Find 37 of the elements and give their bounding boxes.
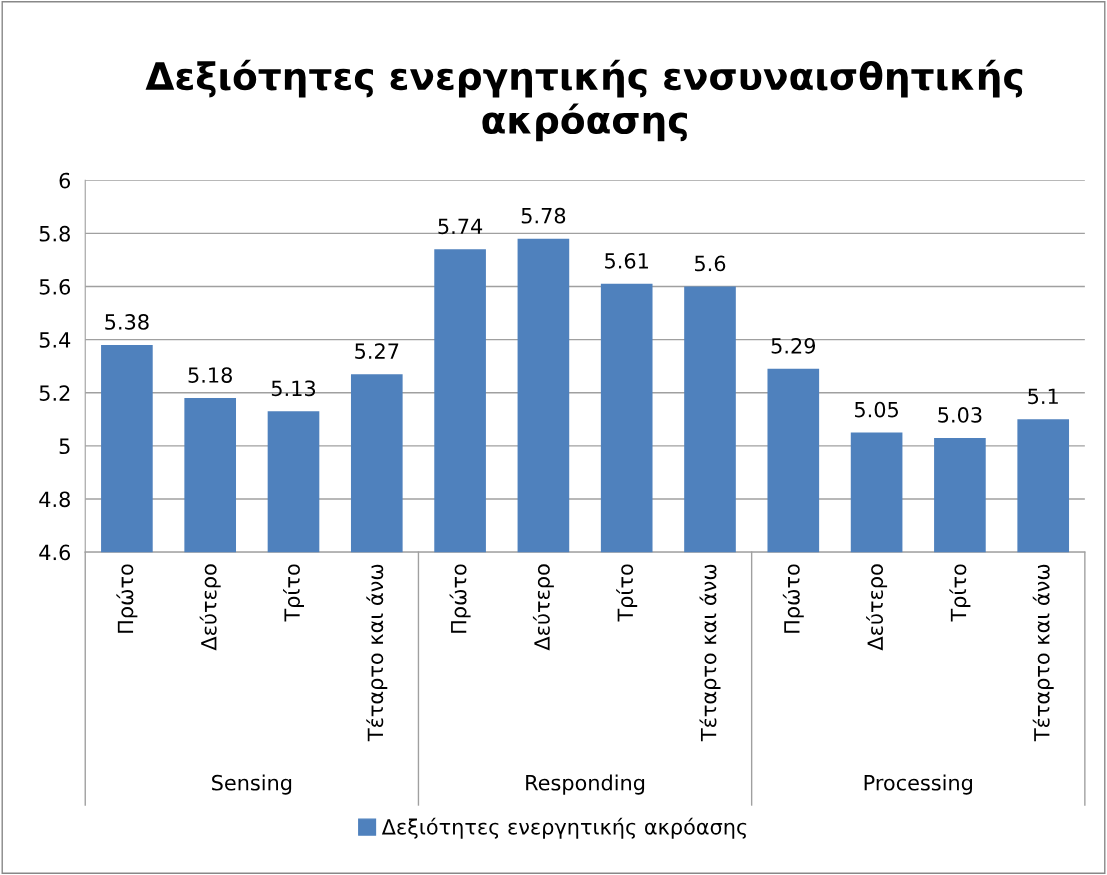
text: Responding	[526, 774, 645, 795]
data-label: 5.38	[105, 314, 149, 330]
data-label: 5.05	[855, 401, 898, 418]
data-label: 5.18	[188, 367, 232, 383]
text: Processing	[864, 774, 972, 795]
data-label: 5.29	[771, 337, 816, 354]
y-tick-label: 5.6	[39, 278, 71, 295]
y-tick-label: 5.8	[39, 225, 70, 242]
x-tick-label: Πρώτο	[116, 564, 138, 633]
data-label: 5.6	[695, 255, 726, 272]
x-tick-label: Πρώτο	[782, 564, 804, 633]
y-tick-label: 5.2	[39, 385, 70, 401]
y-tick-label: 5.4	[39, 332, 71, 348]
y-tick-label: 6	[59, 172, 71, 189]
data-label: 5.1	[1028, 388, 1058, 405]
data-label: 5.74	[438, 218, 483, 235]
chart-title: Δεξιότητες ενεργητικής ενσυναισθητικής ακρόασης	[145, 59, 1023, 142]
y-tick-label: 4.6	[39, 544, 71, 561]
text: Sensing	[212, 774, 292, 795]
x-tick-label: Δεύτερο	[199, 564, 221, 651]
data-label: 5.27	[355, 343, 399, 360]
data-label: 5.78	[521, 207, 566, 224]
legend-label: Δεξιότητες ενεργητικής ακρόασης	[381, 817, 747, 839]
data-label: 5.03	[938, 407, 982, 423]
x-tick-label: Τρίτο	[616, 564, 638, 622]
x-tick-label: Πρώτο	[449, 564, 471, 633]
x-tick-label: Τέταρτο και άνω	[699, 564, 721, 742]
x-tick-label: Τρίτο	[949, 564, 971, 622]
x-tick-label: Τρίτο	[283, 564, 304, 622]
data-label: 5.61	[605, 252, 648, 269]
x-tick-label: Τέταρτο και άνω	[366, 564, 388, 742]
data-label: 5.13	[271, 380, 316, 397]
x-tick-label: Τέταρτο και άνω	[1032, 564, 1054, 742]
y-tick-label: 5	[59, 438, 70, 455]
y-tick-label: 4.8	[39, 491, 70, 508]
x-tick-label: Δεύτερο	[532, 564, 554, 651]
x-tick-label: Δεύτερο	[866, 564, 888, 651]
